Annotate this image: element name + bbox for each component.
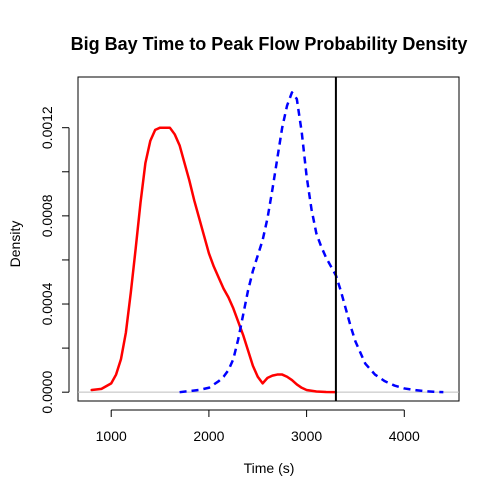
x-tick-label: 2000: [193, 428, 224, 444]
x-tick-label: 1000: [96, 428, 127, 444]
plot-frame: [77, 76, 460, 402]
series-line-2: [179, 91, 444, 394]
y-tick-label: 0.0012: [39, 106, 55, 149]
x-axis-label: Time (s): [244, 460, 295, 476]
x-tick-label: 4000: [389, 428, 420, 444]
x-tick-label: 3000: [291, 428, 322, 444]
series-line-1: [90, 126, 338, 394]
y-axis: 0.0000 0.0004 0.0008 0.0012: [39, 106, 70, 414]
chart-title: Big Bay Time to Peak Flow Probability De…: [71, 34, 468, 54]
plot-layer: [78, 77, 459, 401]
y-axis-label: Density: [7, 221, 23, 268]
y-tick-label: 0.0008: [39, 194, 55, 237]
y-tick-label: 0.0000: [39, 371, 55, 414]
x-axis: 1000 2000 3000 4000: [96, 409, 420, 444]
y-tick-label: 0.0004: [39, 282, 55, 325]
